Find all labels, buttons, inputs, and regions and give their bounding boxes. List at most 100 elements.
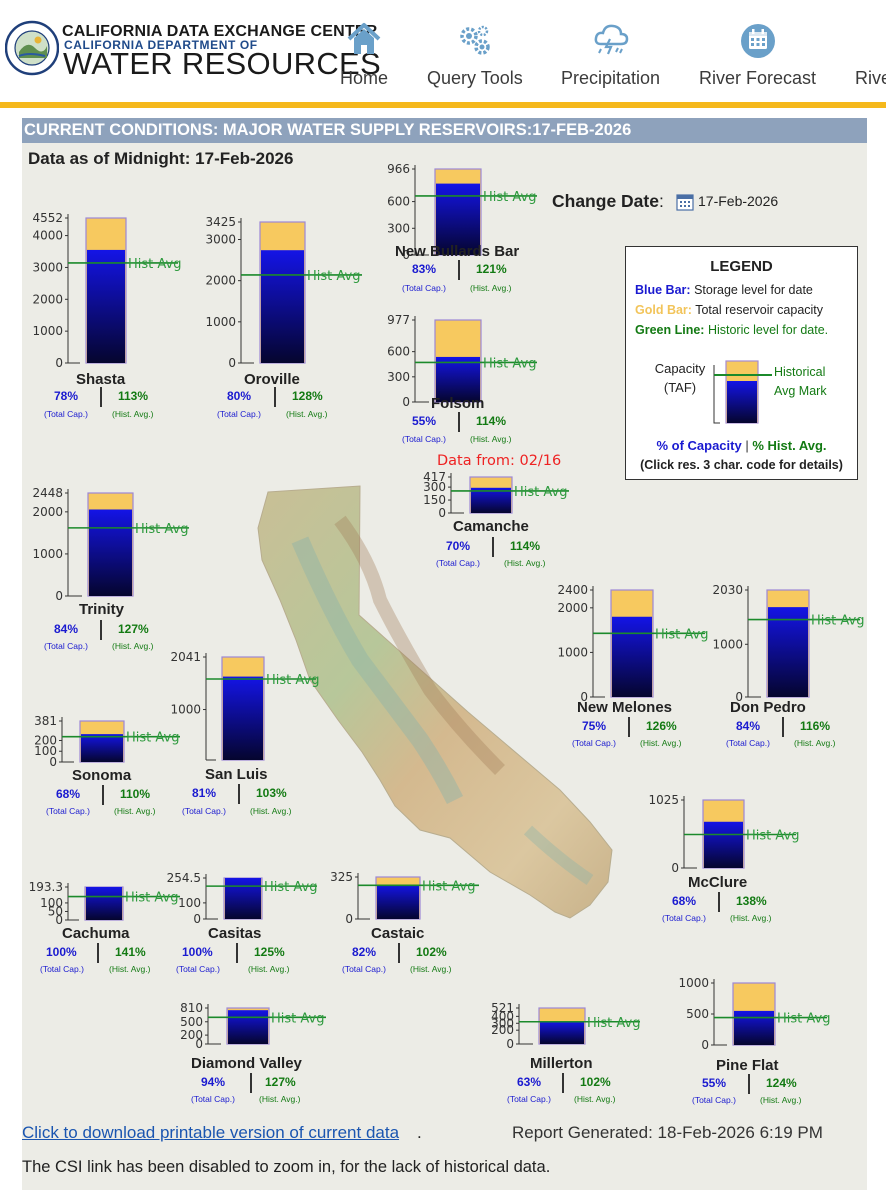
new-melones-total-cap-caption: (Total Cap.)	[572, 738, 616, 748]
download-link-period: .	[417, 1123, 422, 1142]
legend-pct-sep: |	[745, 438, 749, 453]
org-name-line2: CALIFORNIA DEPARTMENT OF	[64, 38, 258, 52]
shasta-pct-capacity: 78%	[54, 389, 79, 403]
change-date-label: Change Date:	[552, 191, 664, 211]
don-pedro-hist-avg-caption: (Hist. Avg.)	[794, 738, 836, 748]
diamond-valley-hist-avg-caption: (Hist. Avg.)	[259, 1094, 301, 1104]
san-luis-total-cap-caption: (Total Cap.)	[182, 806, 226, 816]
trinity-name-link[interactable]: Trinity	[79, 601, 125, 618]
shasta-total-cap-caption: (Total Cap.)	[44, 409, 88, 419]
oroville-pct-capacity: 80%	[227, 389, 252, 403]
don-pedro-total-cap-caption: (Total Cap.)	[726, 738, 770, 748]
folsom-pct-hist: 114%	[476, 414, 507, 428]
new-bullards-bar-name-link[interactable]: New Bullards Bar	[395, 243, 520, 260]
data-as-of-label: Data as of Midnight: 17-Feb-2026	[28, 149, 294, 168]
diamond-valley-total-cap-caption: (Total Cap.)	[191, 1094, 235, 1104]
new-bullards-bar-pct-capacity: 83%	[412, 262, 437, 276]
folsom-name-link[interactable]: Folsom	[431, 395, 485, 412]
castaic-name-link[interactable]: Castaic	[371, 925, 425, 942]
new-melones-name-link[interactable]: New Melones	[577, 699, 673, 716]
castaic-pct-divider	[398, 943, 400, 963]
sonoma-total-cap-caption: (Total Cap.)	[46, 806, 90, 816]
sonoma-pct-divider	[102, 785, 104, 805]
millerton-name-link[interactable]: Millerton	[530, 1055, 593, 1072]
shasta-pct-divider	[100, 387, 102, 407]
don-pedro-pct-capacity: 84%	[736, 719, 761, 733]
nav-river-more[interactable]: Rive	[855, 20, 886, 89]
change-date-input[interactable]: 17-Feb-2026	[698, 193, 779, 209]
folsom-pct-capacity: 55%	[412, 414, 437, 428]
cachuma-hist-avg-caption: (Hist. Avg.)	[109, 964, 151, 974]
don-pedro-name-link[interactable]: Don Pedro	[730, 699, 806, 716]
camanche-data-from-note: Data from: 02/16	[437, 453, 562, 469]
legend-pct-capacity: % of Capacity	[656, 438, 742, 453]
san-luis-hist-avg-caption: (Hist. Avg.)	[250, 806, 292, 816]
mcclure-name-link[interactable]: McClure	[688, 874, 748, 891]
new-bullards-bar-pct-divider	[458, 260, 460, 280]
pine-flat-name-link[interactable]: Pine Flat	[716, 1057, 779, 1074]
new-bullards-bar-total-cap-caption: (Total Cap.)	[402, 283, 446, 293]
san-luis-name-link[interactable]: San Luis	[205, 766, 268, 783]
shasta-pct-hist: 113%	[118, 389, 149, 403]
nav-home-label: Home	[340, 68, 389, 88]
trinity-pct-divider	[100, 620, 102, 640]
folsom-hist-avg-caption: (Hist. Avg.)	[470, 434, 512, 444]
oroville-name-link[interactable]: Oroville	[244, 371, 300, 388]
san-luis-pct-capacity: 81%	[192, 786, 217, 800]
oroville-pct-hist: 128%	[292, 389, 323, 403]
change-date-text: Change Date	[552, 191, 659, 211]
pine-flat-pct-capacity: 55%	[702, 1076, 727, 1090]
mcclure-hist-avg-caption: (Hist. Avg.)	[730, 913, 772, 923]
download-printable-link[interactable]: Click to download printable version of c…	[22, 1123, 400, 1142]
org-name-line1: CALIFORNIA DATA EXCHANGE CENTER	[62, 23, 378, 40]
legend-blue-desc: Storage level for date	[694, 283, 813, 297]
casitas-name-link[interactable]: Casitas	[208, 925, 262, 942]
new-melones-pct-hist: 126%	[646, 719, 677, 733]
casitas-pct-hist: 125%	[254, 945, 285, 959]
trinity-total-cap-caption: (Total Cap.)	[44, 641, 88, 651]
sonoma-hist-avg-caption: (Hist. Avg.)	[114, 806, 156, 816]
new-melones-pct-divider	[628, 717, 630, 737]
mcclure-pct-capacity: 68%	[672, 894, 697, 908]
camanche-hist-avg-caption: (Hist. Avg.)	[504, 558, 546, 568]
nav-home[interactable]: Home	[340, 20, 388, 89]
nav-query-tools-label: Query Tools	[427, 68, 523, 88]
nav-river-forecast[interactable]: River Forecast	[699, 20, 816, 89]
nav-river-forecast-label: River Forecast	[699, 68, 817, 88]
report-generated-text: Report Generated: 18-Feb-2026 6:19 PM	[512, 1123, 823, 1142]
new-bullards-bar-pct-hist: 121%	[476, 262, 507, 276]
legend-pct-key: % of Capacity | % Hist. Avg.	[626, 438, 857, 453]
sonoma-name-link[interactable]: Sonoma	[72, 767, 132, 784]
sonoma-pct-hist: 110%	[120, 787, 151, 801]
legend-green-desc: Historic level for date.	[707, 323, 829, 337]
calendar-icon	[740, 24, 775, 58]
nav-precipitation[interactable]: Precipitation	[561, 20, 660, 89]
diamond-valley-name-link[interactable]: Diamond Valley	[191, 1055, 302, 1072]
dwr-seal-logo[interactable]	[5, 18, 59, 78]
oroville-pct-divider	[274, 387, 276, 407]
castaic-total-cap-caption: (Total Cap.)	[342, 964, 386, 974]
org-name-line3: WATER RESOURCES	[63, 46, 381, 81]
trinity-pct-capacity: 84%	[54, 622, 79, 636]
calendar-picker-icon[interactable]	[676, 193, 694, 211]
folsom-pct-divider	[458, 412, 460, 432]
home-icon	[347, 23, 381, 54]
shasta-name-link[interactable]: Shasta	[76, 371, 126, 388]
pine-flat-total-cap-caption: (Total Cap.)	[692, 1095, 736, 1105]
nav-query-tools[interactable]: Query Tools	[427, 20, 523, 89]
camanche-pct-capacity: 70%	[446, 539, 471, 553]
diamond-valley-pct-divider	[250, 1073, 252, 1093]
camanche-pct-hist: 114%	[510, 539, 541, 553]
header-accent-rule	[0, 102, 886, 108]
cachuma-name-link[interactable]: Cachuma	[62, 925, 130, 942]
castaic-pct-hist: 102%	[416, 945, 447, 959]
oroville-hist-avg-caption: (Hist. Avg.)	[286, 409, 328, 419]
legend-capacity-text: Capacity	[654, 361, 706, 376]
pine-flat-hist-avg-caption: (Hist. Avg.)	[760, 1095, 802, 1105]
camanche-name-link[interactable]: Camanche	[453, 518, 529, 535]
casitas-pct-divider	[236, 943, 238, 963]
pine-flat-pct-hist: 124%	[766, 1076, 797, 1090]
mcclure-pct-hist: 138%	[736, 894, 767, 908]
nav-river-more-label: Rive	[855, 68, 886, 88]
pine-flat-pct-divider	[748, 1074, 750, 1094]
